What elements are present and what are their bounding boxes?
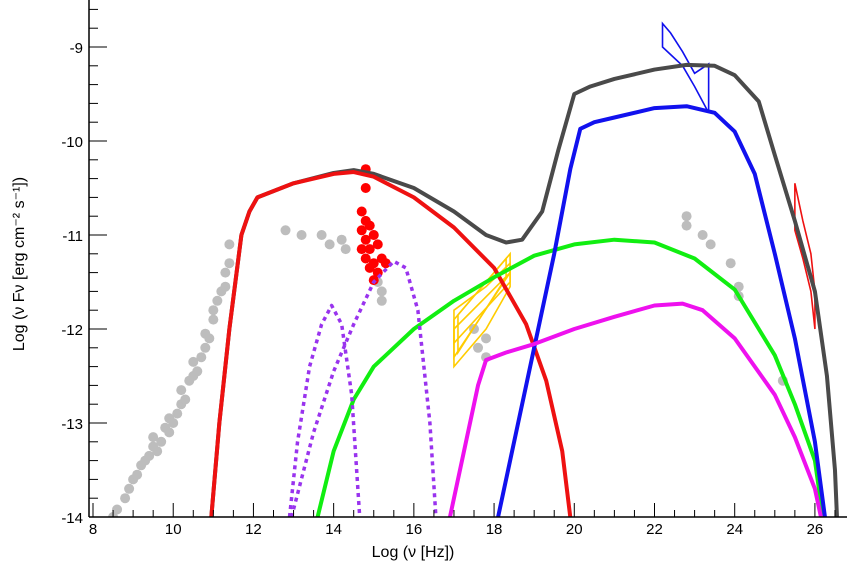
axes-frame <box>88 0 847 518</box>
data-point <box>124 483 135 494</box>
data-point <box>112 504 123 515</box>
data-point <box>364 262 375 273</box>
data-point <box>188 356 199 367</box>
x-tick-label: 12 <box>245 521 262 538</box>
model-curve <box>496 104 827 517</box>
data-point <box>356 225 367 236</box>
data-point <box>224 258 235 269</box>
data-point <box>280 225 291 236</box>
data-point <box>144 450 155 461</box>
data-point <box>208 314 219 325</box>
spectral-bowtie <box>453 270 511 346</box>
model-curve <box>315 237 825 517</box>
data-point <box>376 286 387 297</box>
data-point <box>168 418 179 428</box>
data-point <box>148 432 159 443</box>
y-tick-label: -10 <box>61 134 83 151</box>
data-point <box>481 333 492 344</box>
x-axis-title: Log (ν [Hz]) <box>372 544 455 561</box>
data-point <box>368 230 379 240</box>
data-point <box>364 220 375 231</box>
x-tick-label: 18 <box>486 521 503 538</box>
x-tick-label: 22 <box>646 521 663 538</box>
data-point <box>212 295 223 306</box>
data-point <box>172 408 183 419</box>
data-point <box>180 394 191 405</box>
data-point <box>220 281 231 292</box>
x-tick-label: 20 <box>566 521 583 538</box>
model-curve <box>289 259 438 517</box>
x-tick-label: 14 <box>325 521 342 538</box>
data-point <box>376 295 387 306</box>
data-point <box>296 230 307 240</box>
data-point <box>220 267 231 278</box>
y-tick-label: -13 <box>61 416 83 433</box>
data-point <box>372 239 383 250</box>
data-point <box>705 239 716 250</box>
data-point <box>360 253 371 264</box>
y-axis-title: Log (ν Fν [erg cm⁻² s⁻¹]) <box>11 177 28 351</box>
data-point <box>324 239 335 250</box>
data-point <box>380 258 391 269</box>
x-tick-label: 16 <box>406 521 423 538</box>
x-axis-ticks: 8 10 12 14 16 18 20 22 24 26 <box>89 503 836 538</box>
y-tick-label: -12 <box>61 322 83 339</box>
data-point <box>360 183 371 193</box>
data-point <box>120 493 131 504</box>
x-tick-label: 10 <box>165 521 182 538</box>
data-point <box>208 305 219 316</box>
x-tick-label: 8 <box>89 521 97 538</box>
data-point <box>224 239 235 250</box>
plot-area <box>108 21 839 517</box>
spectral-bowtie <box>457 256 507 356</box>
data-point <box>164 427 175 438</box>
data-point <box>176 385 187 396</box>
data-point <box>204 333 215 344</box>
plot-contents <box>108 21 839 517</box>
model-curve <box>287 303 362 517</box>
model-curve <box>447 301 823 517</box>
y-tick-label: -11 <box>62 228 83 245</box>
data-point <box>152 446 163 457</box>
data-point <box>364 244 375 255</box>
data-point <box>725 258 736 269</box>
y-axis-ticks: -14 -13 -12 -11 -10 -9 <box>61 8 107 527</box>
x-tick-label: 24 <box>726 521 743 538</box>
spectral-bowtie <box>453 261 511 369</box>
data-point <box>473 342 484 353</box>
data-point <box>316 230 327 240</box>
y-tick-label: -14 <box>61 510 83 527</box>
data-point <box>356 244 367 255</box>
data-point <box>196 352 207 363</box>
data-point <box>697 230 708 240</box>
data-point <box>132 469 143 480</box>
data-point <box>336 234 347 245</box>
data-point <box>156 436 167 447</box>
data-point <box>356 206 367 217</box>
x-tick-label: 26 <box>807 521 824 538</box>
spectral-bowtie <box>794 183 816 330</box>
data-point <box>681 220 692 231</box>
data-point <box>200 342 211 353</box>
data-point <box>192 366 203 377</box>
data-point <box>681 211 692 222</box>
y-tick-label: -9 <box>70 40 83 57</box>
data-point <box>340 244 351 255</box>
data-point <box>360 234 371 245</box>
